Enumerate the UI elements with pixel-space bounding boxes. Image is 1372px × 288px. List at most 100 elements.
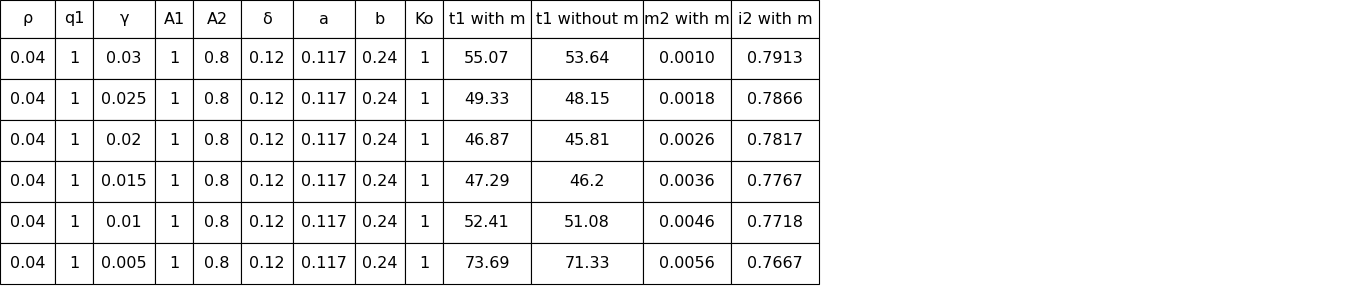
Bar (155, 0, 193, 38)
Bar (55, 79, 93, 120)
Text: 48.15: 48.15 (564, 92, 611, 107)
Bar (643, 161, 731, 202)
Bar (294, 202, 355, 243)
Bar (294, 38, 355, 79)
Text: 0.24: 0.24 (362, 256, 398, 271)
Bar (443, 0, 531, 38)
Bar (643, 120, 731, 161)
Text: 1: 1 (69, 256, 80, 271)
Bar (0, 38, 55, 79)
Text: m2 with m: m2 with m (643, 12, 730, 26)
Text: 0.24: 0.24 (362, 51, 398, 66)
Text: 1: 1 (169, 256, 180, 271)
Text: 73.69: 73.69 (464, 256, 510, 271)
Bar (294, 0, 355, 38)
Text: q1: q1 (63, 12, 84, 26)
Text: 0.7767: 0.7767 (748, 174, 803, 189)
Text: 71.33: 71.33 (564, 256, 609, 271)
Text: 1: 1 (418, 215, 429, 230)
Bar (643, 243, 731, 284)
Text: 1: 1 (418, 256, 429, 271)
Bar (531, 38, 643, 79)
Text: A2: A2 (206, 12, 228, 26)
Bar (241, 243, 294, 284)
Text: 0.01: 0.01 (106, 215, 141, 230)
Text: t1 without m: t1 without m (535, 12, 638, 26)
Bar (93, 161, 155, 202)
Bar (405, 202, 443, 243)
Bar (531, 120, 643, 161)
Bar (355, 79, 405, 120)
Text: 0.7817: 0.7817 (746, 133, 803, 148)
Text: 0.04: 0.04 (10, 174, 45, 189)
Text: 0.24: 0.24 (362, 92, 398, 107)
Bar (193, 79, 241, 120)
Bar (0, 202, 55, 243)
Text: i2 with m: i2 with m (738, 12, 812, 26)
Bar (355, 243, 405, 284)
Bar (294, 79, 355, 120)
Text: t1 with m: t1 with m (449, 12, 525, 26)
Bar (193, 120, 241, 161)
Bar (55, 202, 93, 243)
Bar (405, 79, 443, 120)
Bar (193, 0, 241, 38)
Bar (405, 120, 443, 161)
Text: 0.117: 0.117 (300, 133, 347, 148)
Bar (294, 120, 355, 161)
Text: 0.0010: 0.0010 (659, 51, 715, 66)
Bar (355, 38, 405, 79)
Bar (355, 161, 405, 202)
Text: 0.04: 0.04 (10, 215, 45, 230)
Bar (93, 202, 155, 243)
Bar (93, 79, 155, 120)
Bar (241, 161, 294, 202)
Text: 0.24: 0.24 (362, 215, 398, 230)
Bar (731, 79, 819, 120)
Text: b: b (375, 12, 386, 26)
Bar (241, 38, 294, 79)
Text: 0.117: 0.117 (300, 215, 347, 230)
Bar (643, 38, 731, 79)
Text: 1: 1 (69, 51, 80, 66)
Text: 51.08: 51.08 (564, 215, 611, 230)
Text: 1: 1 (69, 174, 80, 189)
Text: 0.8: 0.8 (204, 51, 229, 66)
Text: 1: 1 (418, 133, 429, 148)
Bar (531, 79, 643, 120)
Bar (731, 38, 819, 79)
Bar (93, 243, 155, 284)
Text: 0.12: 0.12 (250, 256, 285, 271)
Text: δ: δ (262, 12, 272, 26)
Text: 0.24: 0.24 (362, 174, 398, 189)
Bar (405, 0, 443, 38)
Bar (193, 38, 241, 79)
Text: 0.005: 0.005 (102, 256, 147, 271)
Bar (531, 0, 643, 38)
Text: 0.8: 0.8 (204, 92, 229, 107)
Bar (193, 161, 241, 202)
Bar (731, 202, 819, 243)
Text: 0.7866: 0.7866 (748, 92, 803, 107)
Bar (0, 161, 55, 202)
Text: 1: 1 (69, 215, 80, 230)
Text: 53.64: 53.64 (564, 51, 609, 66)
Text: 0.0036: 0.0036 (659, 174, 715, 189)
Bar (443, 243, 531, 284)
Bar (241, 120, 294, 161)
Bar (294, 243, 355, 284)
Text: 0.12: 0.12 (250, 51, 285, 66)
Bar (0, 0, 55, 38)
Text: 45.81: 45.81 (564, 133, 611, 148)
Bar (0, 243, 55, 284)
Text: A1: A1 (163, 12, 185, 26)
Text: 0.12: 0.12 (250, 215, 285, 230)
Text: 1: 1 (69, 92, 80, 107)
Bar (355, 0, 405, 38)
Bar (0, 120, 55, 161)
Text: 0.117: 0.117 (300, 92, 347, 107)
Text: 0.8: 0.8 (204, 215, 229, 230)
Bar (155, 120, 193, 161)
Text: 52.41: 52.41 (464, 215, 510, 230)
Bar (55, 38, 93, 79)
